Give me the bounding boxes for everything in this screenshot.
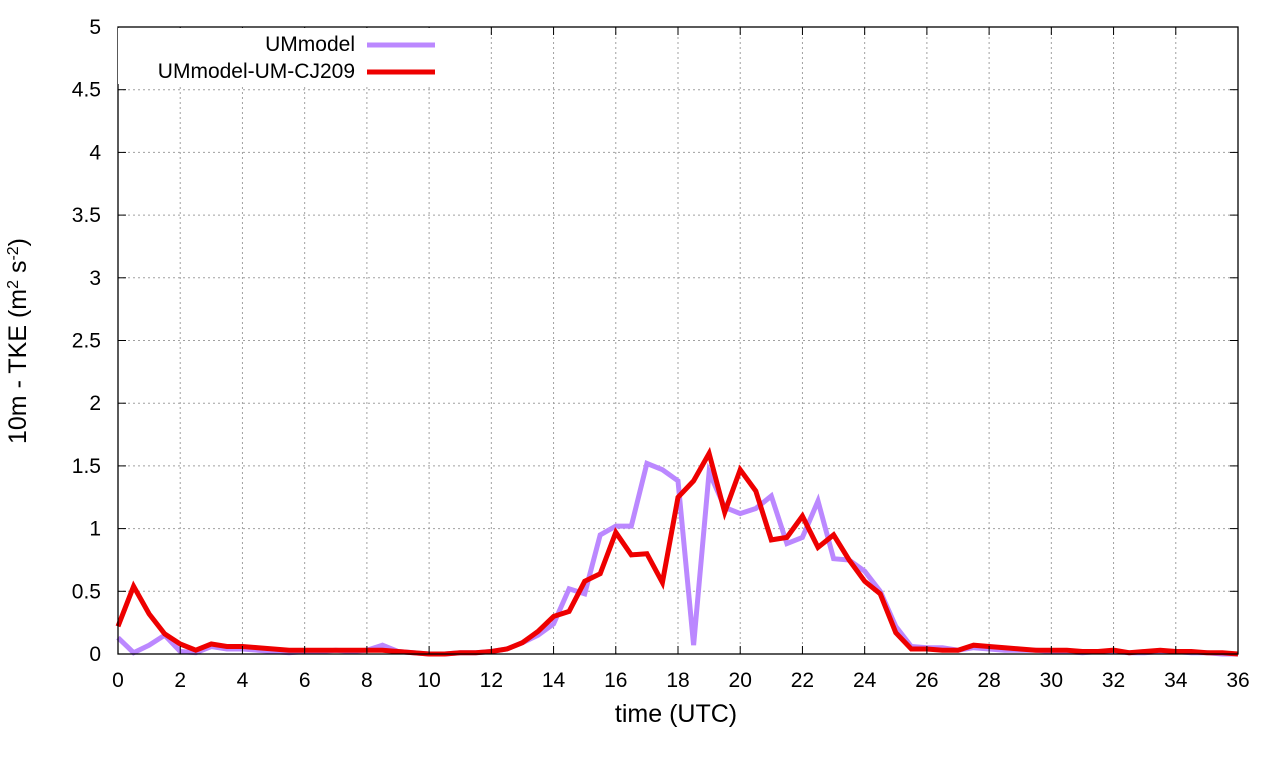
- y-tick-label: 4.5: [72, 79, 101, 102]
- x-tick-label: 14: [542, 669, 566, 692]
- grid: [118, 27, 1238, 654]
- y-tick-label: 4: [89, 141, 101, 164]
- y-tick-labels: 0 0.5 1 1.5 2 2.5 3 3.5 4 4.5 5: [72, 16, 102, 666]
- legend-background: [118, 28, 440, 84]
- x-tick-label: 20: [729, 669, 752, 692]
- y-tick-label: 2.5: [72, 330, 101, 353]
- y-tick-label: 2: [89, 392, 101, 415]
- x-tick-label: 8: [361, 669, 373, 692]
- x-tick-label: 24: [853, 669, 877, 692]
- x-tick-label: 18: [666, 669, 689, 692]
- y-axis-title-end: ): [4, 238, 32, 246]
- x-tick-label: 28: [977, 669, 1000, 692]
- x-axis-title: time (UTC): [615, 700, 737, 728]
- x-tick-label: 6: [299, 669, 311, 692]
- y-tick-label: 1: [89, 518, 101, 541]
- x-tick-label: 12: [480, 669, 503, 692]
- y-tick-label: 0.5: [72, 580, 101, 603]
- x-tick-label: 0: [112, 669, 124, 692]
- legend-label-ummodel-um-cj209: UMmodel-UM-CJ209: [158, 60, 355, 83]
- y-axis-title-sup1: 2: [5, 280, 22, 289]
- x-tick-label: 34: [1164, 669, 1188, 692]
- y-axis-title-mid: s: [4, 261, 32, 280]
- y-tick-label: 3.5: [72, 204, 101, 227]
- x-tick-label: 10: [417, 669, 440, 692]
- x-tick-label: 26: [915, 669, 938, 692]
- y-axis-title-base: 10m - TKE (m: [4, 289, 32, 444]
- y-tick-label: 5: [89, 16, 101, 39]
- legend: UMmodel UMmodel-UM-CJ209: [118, 28, 440, 84]
- y-tick-label: 3: [89, 267, 101, 290]
- x-tick-label: 30: [1040, 669, 1063, 692]
- x-tick-label: 16: [604, 669, 627, 692]
- y-tick-label: 1.5: [72, 455, 101, 478]
- y-axis-title: 10m - TKE (m2 s-2): [4, 238, 32, 444]
- x-tick-label: 4: [237, 669, 249, 692]
- x-tick-label: 32: [1102, 669, 1125, 692]
- x-tick-label: 36: [1226, 669, 1249, 692]
- y-tick-label: 0: [89, 643, 101, 666]
- x-tick-label: 22: [791, 669, 814, 692]
- x-tick-label: 2: [174, 669, 186, 692]
- y-axis-title-sup2: -2: [5, 246, 22, 260]
- x-tick-labels: 0 2 4 6 8 10 12 14 16 18 20 22 24 26 28 30 32 34 36: [112, 669, 1250, 692]
- legend-label-ummodel: UMmodel: [265, 33, 355, 56]
